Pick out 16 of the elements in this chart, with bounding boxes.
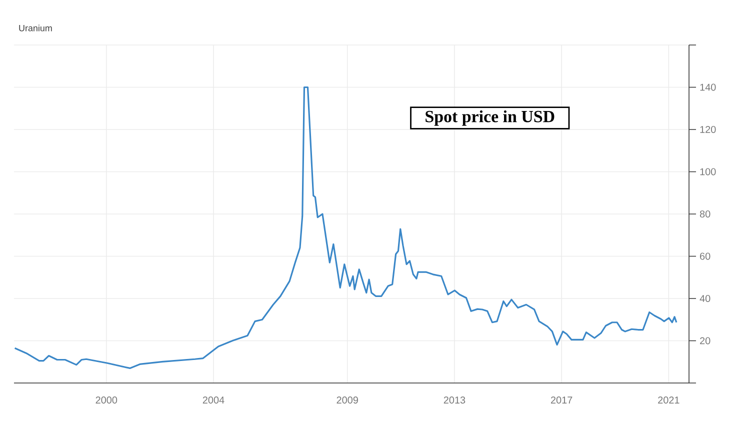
y-tick-label: 40 xyxy=(700,294,710,302)
x-tick-label: 2000 xyxy=(96,396,118,404)
x-tick-label: 2009 xyxy=(336,396,358,404)
y-tick-label: 120 xyxy=(700,126,716,134)
y-tick-label: 80 xyxy=(700,210,710,218)
x-tick-label: 2017 xyxy=(550,396,572,404)
y-tick-label: 100 xyxy=(700,168,716,176)
x-tick-label: 2013 xyxy=(444,396,466,404)
x-tick-label: 2004 xyxy=(202,396,224,404)
y-tick-label: 20 xyxy=(700,337,710,344)
x-tick-label: 2021 xyxy=(658,396,680,404)
y-tick-label: 60 xyxy=(700,252,710,260)
y-tick-label: 140 xyxy=(700,84,716,91)
annotation: Spot price in USD xyxy=(426,110,554,126)
chart-title: Uranium xyxy=(19,24,52,32)
line-series xyxy=(14,86,678,370)
